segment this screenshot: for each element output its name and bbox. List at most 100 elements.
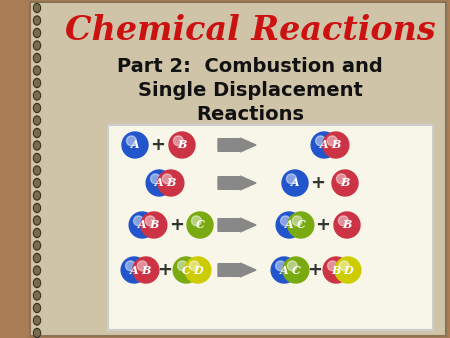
Circle shape bbox=[187, 212, 213, 238]
Text: A: A bbox=[130, 265, 139, 275]
Ellipse shape bbox=[33, 41, 40, 50]
Ellipse shape bbox=[35, 167, 40, 174]
Text: B: B bbox=[340, 177, 350, 189]
Ellipse shape bbox=[33, 254, 40, 263]
Circle shape bbox=[122, 132, 148, 158]
Ellipse shape bbox=[35, 192, 40, 199]
Circle shape bbox=[328, 261, 338, 271]
Text: C: C bbox=[297, 219, 305, 231]
Text: A: A bbox=[138, 219, 146, 231]
Ellipse shape bbox=[35, 330, 40, 336]
Ellipse shape bbox=[35, 305, 40, 311]
Text: A: A bbox=[285, 219, 293, 231]
Ellipse shape bbox=[33, 178, 40, 188]
Circle shape bbox=[315, 136, 325, 146]
Ellipse shape bbox=[35, 205, 40, 211]
Ellipse shape bbox=[33, 166, 40, 175]
Text: D: D bbox=[343, 265, 353, 275]
Circle shape bbox=[133, 257, 159, 283]
Text: C: C bbox=[292, 265, 300, 275]
Ellipse shape bbox=[33, 128, 40, 138]
Ellipse shape bbox=[33, 291, 40, 300]
Polygon shape bbox=[218, 176, 256, 190]
Ellipse shape bbox=[33, 304, 40, 313]
Polygon shape bbox=[218, 263, 256, 277]
Text: A: A bbox=[320, 140, 328, 150]
Ellipse shape bbox=[35, 180, 40, 186]
Circle shape bbox=[283, 257, 309, 283]
Circle shape bbox=[286, 174, 296, 184]
Circle shape bbox=[337, 174, 347, 184]
Ellipse shape bbox=[33, 228, 40, 238]
Ellipse shape bbox=[33, 91, 40, 100]
Circle shape bbox=[121, 257, 147, 283]
Circle shape bbox=[137, 261, 147, 271]
Ellipse shape bbox=[35, 142, 40, 149]
Text: B: B bbox=[332, 265, 341, 275]
Text: +: + bbox=[158, 261, 172, 279]
FancyBboxPatch shape bbox=[108, 125, 433, 330]
Text: +: + bbox=[315, 216, 330, 234]
Ellipse shape bbox=[33, 103, 40, 113]
Circle shape bbox=[338, 216, 348, 226]
Ellipse shape bbox=[33, 279, 40, 288]
Circle shape bbox=[288, 212, 314, 238]
Text: Part 2:  Combustion and: Part 2: Combustion and bbox=[117, 56, 383, 75]
Ellipse shape bbox=[35, 42, 40, 49]
Circle shape bbox=[323, 257, 349, 283]
Circle shape bbox=[282, 170, 308, 196]
Circle shape bbox=[191, 216, 201, 226]
Ellipse shape bbox=[35, 255, 40, 261]
Polygon shape bbox=[218, 138, 256, 152]
Text: Single Displacement: Single Displacement bbox=[138, 80, 362, 99]
Circle shape bbox=[327, 136, 337, 146]
Circle shape bbox=[323, 132, 349, 158]
Ellipse shape bbox=[33, 241, 40, 250]
Circle shape bbox=[146, 170, 172, 196]
Ellipse shape bbox=[35, 30, 40, 36]
Circle shape bbox=[158, 170, 184, 196]
Circle shape bbox=[275, 261, 285, 271]
Circle shape bbox=[335, 257, 361, 283]
Text: B: B bbox=[331, 140, 341, 150]
Ellipse shape bbox=[33, 116, 40, 125]
Ellipse shape bbox=[33, 329, 40, 338]
Circle shape bbox=[178, 261, 188, 271]
Circle shape bbox=[126, 136, 136, 146]
Text: B: B bbox=[166, 177, 176, 189]
Text: A: A bbox=[130, 140, 140, 150]
Ellipse shape bbox=[35, 292, 40, 299]
Circle shape bbox=[287, 261, 297, 271]
Text: D: D bbox=[193, 265, 202, 275]
Ellipse shape bbox=[35, 242, 40, 249]
Circle shape bbox=[292, 216, 302, 226]
Text: +: + bbox=[170, 216, 184, 234]
Text: Reactions: Reactions bbox=[196, 104, 304, 123]
Circle shape bbox=[339, 261, 349, 271]
Circle shape bbox=[334, 212, 360, 238]
Circle shape bbox=[169, 132, 195, 158]
Ellipse shape bbox=[35, 67, 40, 74]
Circle shape bbox=[173, 136, 183, 146]
Circle shape bbox=[311, 132, 337, 158]
Ellipse shape bbox=[35, 130, 40, 136]
Ellipse shape bbox=[33, 28, 40, 38]
Ellipse shape bbox=[33, 3, 40, 13]
Ellipse shape bbox=[35, 92, 40, 99]
Ellipse shape bbox=[33, 153, 40, 163]
Circle shape bbox=[162, 174, 172, 184]
Text: +: + bbox=[307, 261, 323, 279]
Ellipse shape bbox=[33, 191, 40, 200]
Ellipse shape bbox=[33, 78, 40, 88]
Ellipse shape bbox=[33, 66, 40, 75]
Ellipse shape bbox=[33, 53, 40, 63]
Circle shape bbox=[126, 261, 135, 271]
Circle shape bbox=[129, 212, 155, 238]
Text: A: A bbox=[291, 177, 299, 189]
FancyBboxPatch shape bbox=[30, 2, 446, 336]
Ellipse shape bbox=[35, 55, 40, 61]
Text: +: + bbox=[150, 136, 166, 154]
Ellipse shape bbox=[35, 317, 40, 324]
Circle shape bbox=[145, 216, 155, 226]
Text: B: B bbox=[177, 140, 187, 150]
